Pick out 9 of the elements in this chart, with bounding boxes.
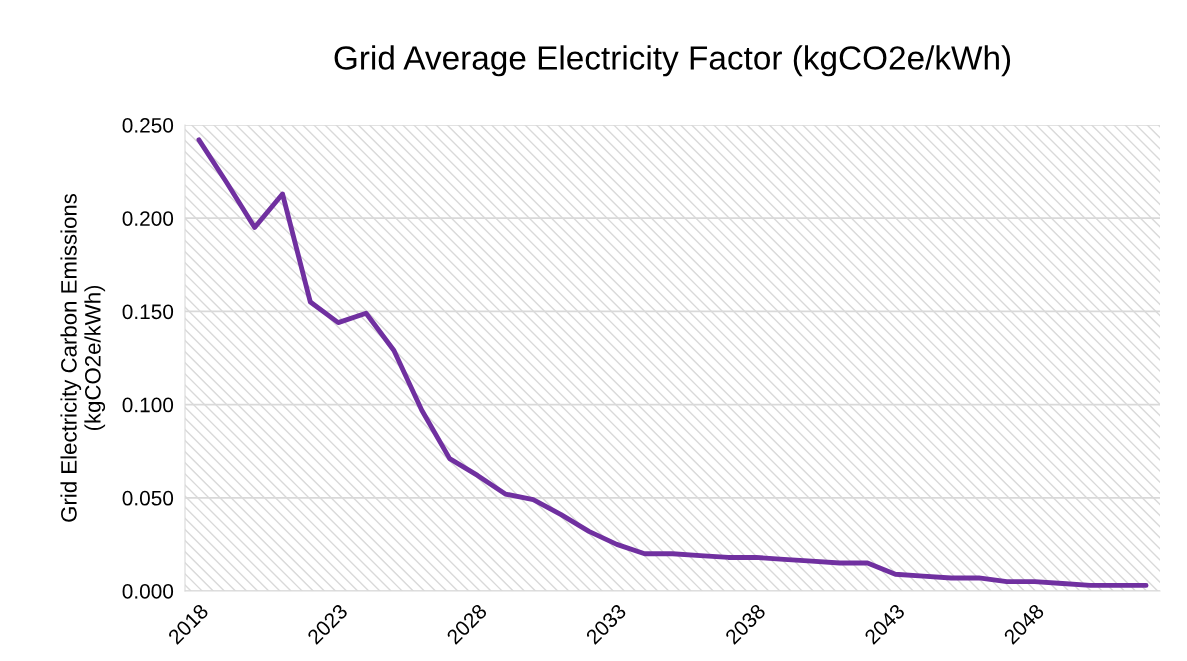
y-tick-label: 0.000 bbox=[122, 584, 174, 599]
y-tick-label: 0.250 bbox=[122, 118, 174, 133]
y-tick-label: 0.050 bbox=[122, 490, 174, 506]
y-axis-title: Grid Electricity Carbon Emissions (kgCO2e/kWh) bbox=[60, 193, 106, 522]
y-tick-label: 0.100 bbox=[122, 397, 174, 413]
y-tick-label: 0.200 bbox=[122, 211, 174, 226]
line-series bbox=[196, 137, 1149, 588]
y-tick-label: 0.150 bbox=[122, 304, 174, 320]
chart-title: Grid Average Electricity Factor (kgCO2e/kWh) bbox=[334, 45, 1011, 77]
